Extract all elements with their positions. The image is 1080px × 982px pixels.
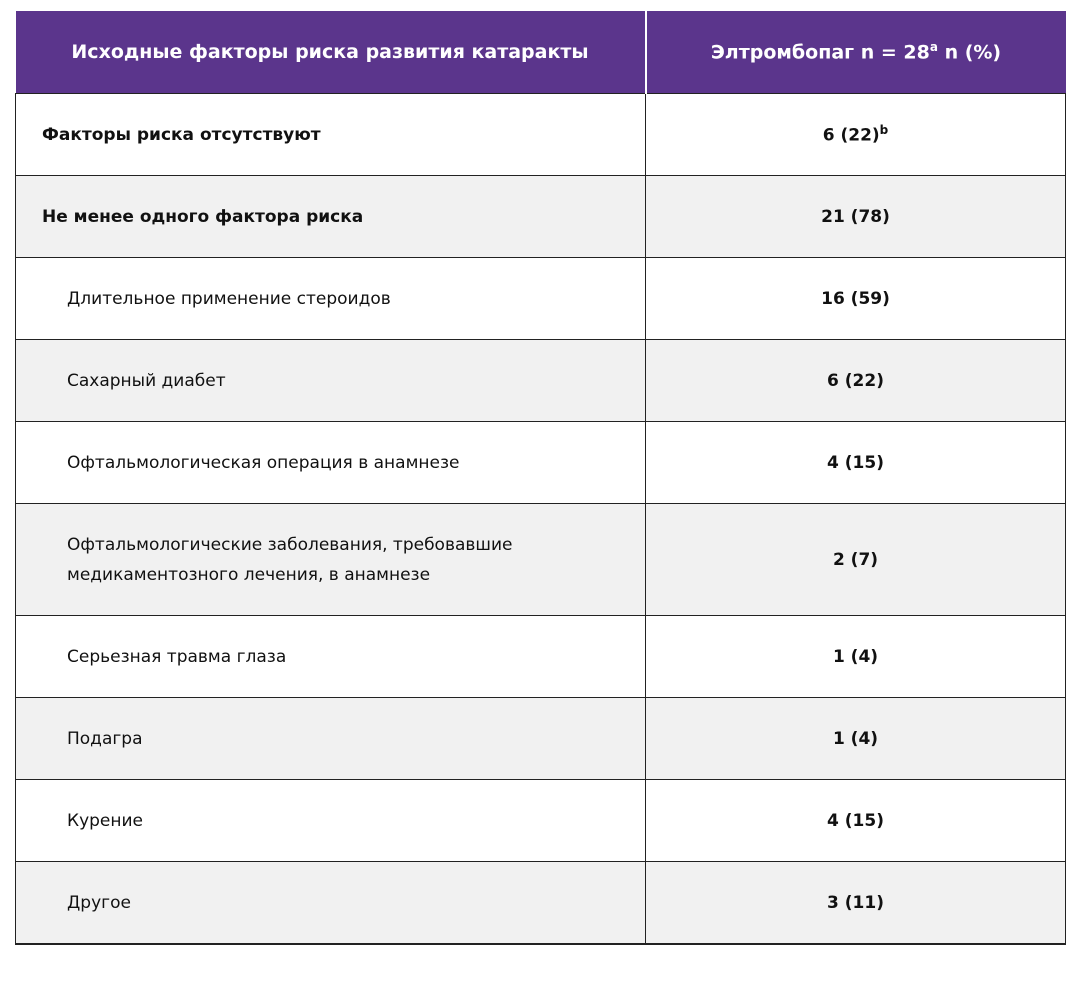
row-value: 2 (7) (645, 503, 1066, 616)
row-value: 6 (22)b (645, 93, 1066, 176)
table-row: Другое 3 (11) (15, 861, 1066, 945)
table-header-row: Исходные факторы риска развития катаракт… (15, 11, 1066, 94)
table-row: Факторы риска отсутствуют 6 (22)b (15, 93, 1066, 176)
footnote-a: a (929, 40, 938, 55)
row-label: Курение (15, 779, 646, 862)
table-row: Курение 4 (15) (15, 779, 1066, 862)
header-risk-factors: Исходные факторы риска развития катаракт… (15, 11, 647, 94)
header-col2-suffix: n (%) (937, 41, 1002, 64)
row-value: 1 (4) (645, 697, 1066, 780)
row-value: 4 (15) (645, 779, 1066, 862)
cataract-risk-table: Исходные факторы риска развития катаракт… (15, 11, 1066, 945)
table-row: Длительное применение стероидов 16 (59) (15, 257, 1066, 340)
row-label: Серьезная травма глаза (15, 615, 646, 698)
row-value: 3 (11) (645, 861, 1066, 945)
row-value: 1 (4) (645, 615, 1066, 698)
table-row: Сахарный диабет 6 (22) (15, 339, 1066, 422)
header-eltrombopag: Элтромбопаг n = 28a n (%) (645, 11, 1066, 94)
row-label: Сахарный диабет (15, 339, 646, 422)
row-value: 16 (59) (645, 257, 1066, 340)
row-label: Не менее одного фактора риска (15, 175, 646, 258)
row-label: Другое (15, 861, 646, 945)
row-label: Подагра (15, 697, 646, 780)
row-label: Факторы риска отсутствуют (15, 93, 646, 176)
table-row: Офтальмологические заболевания, требовав… (15, 503, 1066, 616)
table-row: Офтальмологическая операция в анамнезе 4… (15, 421, 1066, 504)
row-value: 4 (15) (645, 421, 1066, 504)
table-row: Серьезная травма глаза 1 (4) (15, 615, 1066, 698)
table-row: Не менее одного фактора риска 21 (78) (15, 175, 1066, 258)
header-col2-text: Элтромбопаг n = 28 (710, 41, 930, 64)
row-label: Длительное применение стероидов (15, 257, 646, 340)
row-label: Офтальмологическая операция в анамнезе (15, 421, 646, 504)
row-value: 6 (22) (645, 339, 1066, 422)
footnote-b: b (879, 123, 889, 138)
row-value: 21 (78) (645, 175, 1066, 258)
row-label: Офтальмологические заболевания, требовав… (15, 503, 646, 616)
table-row: Подагра 1 (4) (15, 697, 1066, 780)
row-label-text: Офтальмологические заболевания, требовав… (67, 534, 513, 585)
value-text: 6 (22) (822, 125, 880, 146)
